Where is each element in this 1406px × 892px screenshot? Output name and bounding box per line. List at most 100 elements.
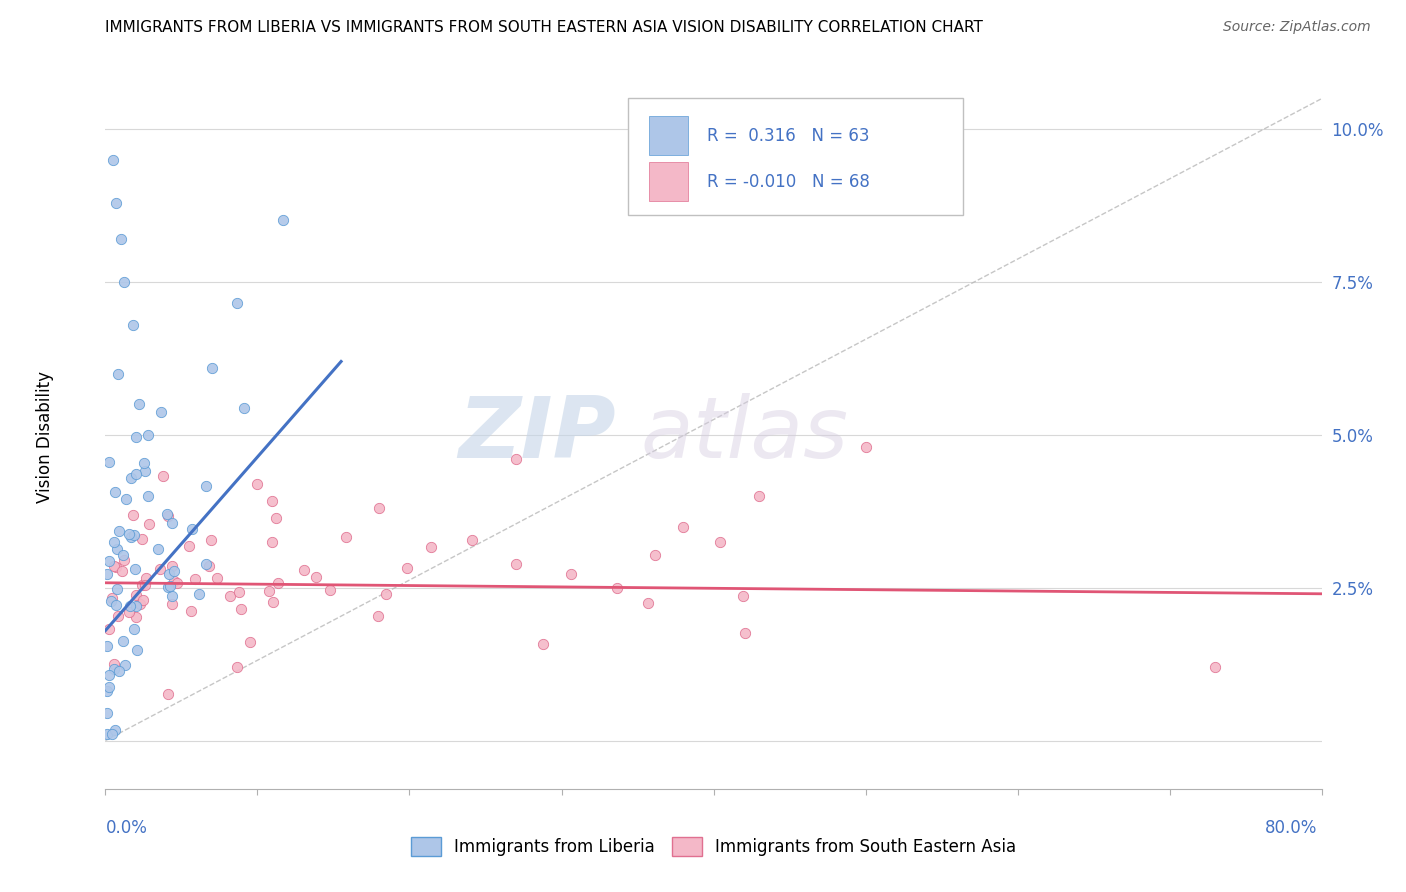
Text: 80.0%: 80.0% [1265,819,1317,837]
Point [105,541,128,556]
Point [152,469,174,483]
Point [131,577,153,591]
Point [112,275,135,289]
Point [560,567,582,582]
Point [855,440,877,454]
Point [134,456,156,470]
Point [134,578,156,592]
Point [156,507,179,521]
Point [505,452,527,467]
Point [194,557,217,571]
Point [267,576,290,591]
Point [159,579,181,593]
Point [114,657,136,672]
Point [219,589,242,603]
Point [118,605,141,619]
Point [107,367,129,381]
Point [103,662,125,676]
Point [531,637,554,651]
Point [184,572,207,586]
Point [103,535,125,549]
Point [420,540,443,554]
Point [231,602,253,616]
Point [375,587,398,601]
Point [271,213,294,227]
Point [101,727,124,741]
Point [260,534,283,549]
Point [160,597,183,611]
Point [131,532,153,546]
Point [305,570,328,584]
Point [461,533,484,547]
Point [138,516,160,531]
Point [264,511,287,525]
Point [262,595,284,609]
Point [734,625,756,640]
Point [98,554,121,568]
Point [162,574,184,589]
Point [149,562,172,576]
Point [101,591,124,606]
Text: atlas: atlas [641,393,849,476]
Point [107,664,129,678]
Point [748,489,770,503]
Point [103,484,125,499]
Point [120,599,142,614]
Point [125,599,148,614]
Text: Source: ZipAtlas.com: Source: ZipAtlas.com [1223,20,1371,34]
Point [100,594,122,608]
Point [135,571,157,585]
Point [136,427,159,442]
Point [103,559,125,574]
Point [672,519,695,533]
Text: R =  0.316   N = 63: R = 0.316 N = 63 [707,127,870,145]
Point [121,318,143,332]
Point [101,153,124,167]
Point [96,727,118,741]
Point [96,566,118,581]
Point [160,559,183,574]
Point [96,639,118,653]
Point [96,706,118,721]
Point [112,549,135,563]
Point [105,582,128,596]
Point [136,490,159,504]
Point [157,687,180,701]
Point [368,501,391,516]
Point [395,560,418,574]
Point [197,559,219,574]
Point [122,528,145,542]
Point [98,455,121,469]
Point [98,668,121,682]
Point [128,397,150,411]
Point [125,467,148,481]
Point [157,566,180,581]
Point [260,493,283,508]
Point [160,589,183,603]
Point [121,508,143,522]
Point [96,684,118,698]
Point [1204,660,1226,674]
Point [112,552,135,566]
Point [125,610,148,624]
Point [205,571,228,585]
Point [335,531,357,545]
Point [177,540,200,554]
Legend: Immigrants from Liberia, Immigrants from South Eastern Asia: Immigrants from Liberia, Immigrants from… [405,830,1022,863]
Point [107,609,129,624]
Point [200,533,222,548]
Point [120,471,142,485]
Point [112,633,135,648]
Point [105,560,128,574]
Point [367,608,389,623]
Point [239,635,262,649]
Point [181,522,204,536]
Point [194,478,217,492]
Point [128,597,150,611]
Point [201,360,224,375]
Point [163,565,186,579]
Point [162,516,184,530]
Point [98,622,121,636]
Point [644,549,666,563]
Point [166,575,188,590]
